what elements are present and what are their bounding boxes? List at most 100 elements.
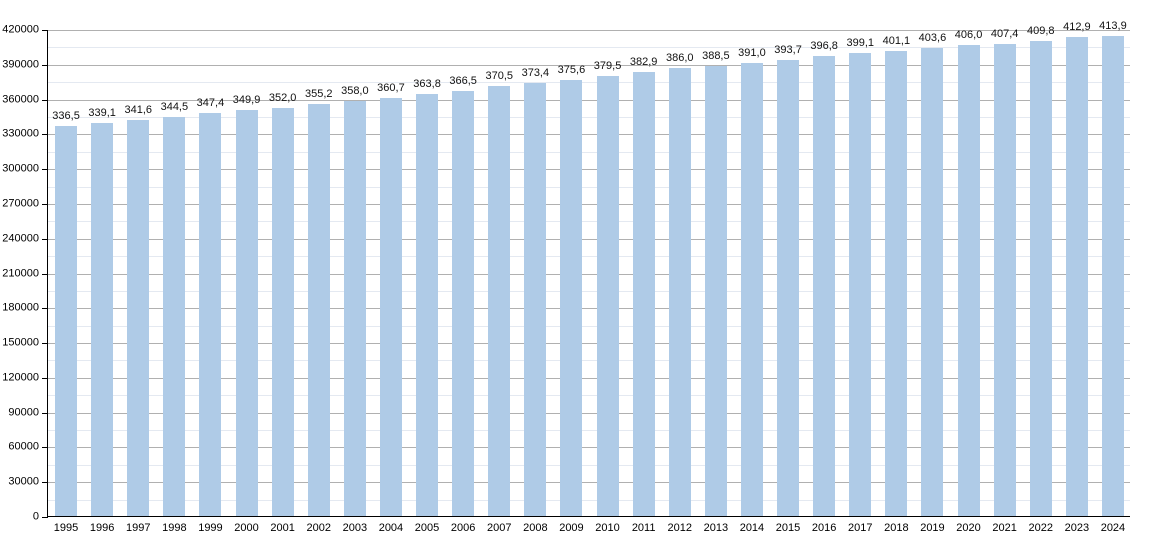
x-axis-label-2008: 2008 bbox=[523, 522, 548, 534]
x-axis-label-2000: 2000 bbox=[234, 522, 259, 534]
bar-2010 bbox=[596, 75, 619, 516]
gridline-major bbox=[48, 273, 1130, 275]
bar-value-label: 391,0 bbox=[738, 46, 766, 59]
y-axis-tick-label: 270000 bbox=[2, 197, 39, 210]
bar-2013 bbox=[704, 65, 727, 516]
y-axis-tick bbox=[42, 517, 48, 518]
bar-value-label: 336,5 bbox=[52, 109, 80, 122]
y-axis-tick bbox=[42, 273, 48, 275]
bar-1999 bbox=[199, 113, 222, 516]
bar-2005 bbox=[416, 94, 439, 516]
gridline-minor bbox=[48, 325, 1130, 327]
bar-2017 bbox=[849, 53, 872, 516]
gridline-minor bbox=[48, 499, 1130, 501]
bar-value-label: 401,1 bbox=[882, 34, 911, 47]
y-axis-tick bbox=[42, 308, 48, 310]
x-axis-label-2005: 2005 bbox=[414, 522, 440, 534]
bar-2022 bbox=[1029, 40, 1052, 516]
bar-value-label: 355,2 bbox=[304, 88, 333, 101]
gridline-minor bbox=[48, 395, 1130, 397]
bar-2007 bbox=[488, 86, 511, 516]
y-axis-tick-label: 90000 bbox=[8, 406, 39, 419]
bar-2000 bbox=[235, 110, 258, 516]
bar-value-label: 370,5 bbox=[485, 70, 514, 83]
x-axis-label-2006: 2006 bbox=[450, 522, 476, 534]
bar-value-label: 382,9 bbox=[629, 56, 658, 69]
bar-2015 bbox=[777, 59, 800, 516]
gridline-major bbox=[48, 377, 1130, 379]
bar-2018 bbox=[885, 50, 908, 516]
gridline-minor bbox=[48, 116, 1130, 118]
gridline-major bbox=[48, 30, 1130, 31]
gridline-minor bbox=[48, 290, 1130, 292]
y-axis-tick-label: 180000 bbox=[2, 301, 39, 314]
gridline-major bbox=[48, 203, 1130, 205]
x-axis-label-2012: 2012 bbox=[667, 522, 692, 534]
x-axis-label-2019: 2019 bbox=[920, 522, 945, 534]
y-axis-tick-label: 210000 bbox=[2, 267, 39, 279]
bar-value-label: 393,7 bbox=[774, 43, 802, 56]
bar-value-label: 412,9 bbox=[1063, 21, 1091, 34]
gridline-major bbox=[48, 99, 1130, 101]
gridline-major bbox=[48, 412, 1130, 414]
x-axis-label-2024: 2024 bbox=[1100, 522, 1126, 534]
bar-value-label: 388,5 bbox=[702, 49, 730, 62]
gridline-major bbox=[48, 134, 1130, 136]
y-axis-tick-label: 240000 bbox=[2, 232, 39, 245]
y-axis-tick-label: 0 bbox=[32, 510, 39, 523]
x-axis-label-1995: 1995 bbox=[53, 522, 79, 534]
bar-value-label: 396,8 bbox=[810, 39, 838, 52]
bar-2004 bbox=[379, 97, 402, 516]
x-axis-label-2003: 2003 bbox=[342, 522, 368, 534]
bar-value-label: 403,6 bbox=[918, 32, 947, 45]
y-axis-tick bbox=[42, 377, 48, 379]
y-axis-tick bbox=[42, 343, 48, 345]
x-axis-label-2009: 2009 bbox=[559, 522, 584, 534]
y-axis-tick bbox=[42, 134, 48, 136]
bar-value-label: 347,4 bbox=[196, 97, 225, 110]
x-axis-label-2022: 2022 bbox=[1028, 522, 1053, 534]
x-axis-label-2016: 2016 bbox=[811, 522, 837, 534]
bar-2020 bbox=[957, 45, 980, 516]
bar-value-label: 344,5 bbox=[160, 100, 189, 113]
gridline-major bbox=[48, 447, 1130, 449]
gridline-minor bbox=[48, 360, 1130, 362]
bar-value-label: 399,1 bbox=[846, 37, 875, 50]
gridline-minor bbox=[48, 430, 1130, 432]
y-axis-tick-label: 330000 bbox=[2, 127, 39, 140]
bar-value-label: 366,5 bbox=[449, 75, 477, 88]
bar-2016 bbox=[813, 55, 836, 516]
bar-value-label: 339,1 bbox=[88, 106, 116, 119]
bar-value-label: 363,8 bbox=[413, 78, 441, 91]
x-axis-label-2007: 2007 bbox=[487, 522, 512, 534]
x-axis-label-1996: 1996 bbox=[89, 522, 115, 534]
y-axis-tick-label: 300000 bbox=[2, 162, 39, 175]
y-axis-tick bbox=[42, 64, 48, 66]
gridline-minor bbox=[48, 151, 1130, 153]
y-axis-tick bbox=[42, 99, 48, 101]
bar-value-label: 358,0 bbox=[341, 84, 369, 97]
gridline-major bbox=[48, 169, 1130, 171]
x-axis-label-2021: 2021 bbox=[992, 522, 1017, 534]
bar-value-label: 379,5 bbox=[593, 59, 622, 72]
bar-value-label: 409,8 bbox=[1026, 24, 1055, 37]
bar-1998 bbox=[163, 116, 186, 516]
gridline-minor bbox=[48, 186, 1130, 188]
bar-value-label: 360,7 bbox=[377, 81, 405, 94]
gridline-major bbox=[48, 308, 1130, 310]
gridline-minor bbox=[48, 82, 1130, 84]
x-axis-label-2013: 2013 bbox=[703, 522, 729, 534]
y-axis-tick bbox=[42, 447, 48, 449]
y-axis-tick-label: 30000 bbox=[8, 475, 39, 488]
bar-2019 bbox=[921, 48, 944, 516]
x-axis-label-2002: 2002 bbox=[306, 522, 331, 534]
bar-2009 bbox=[560, 80, 583, 516]
bar-2023 bbox=[1065, 37, 1088, 516]
bar-value-label: 352,0 bbox=[268, 91, 297, 104]
x-axis-label-2015: 2015 bbox=[775, 522, 801, 534]
bar-2021 bbox=[993, 43, 1016, 516]
bar-1996 bbox=[91, 122, 114, 516]
bar-2003 bbox=[343, 100, 366, 516]
bar-value-label: 386,0 bbox=[665, 52, 694, 65]
